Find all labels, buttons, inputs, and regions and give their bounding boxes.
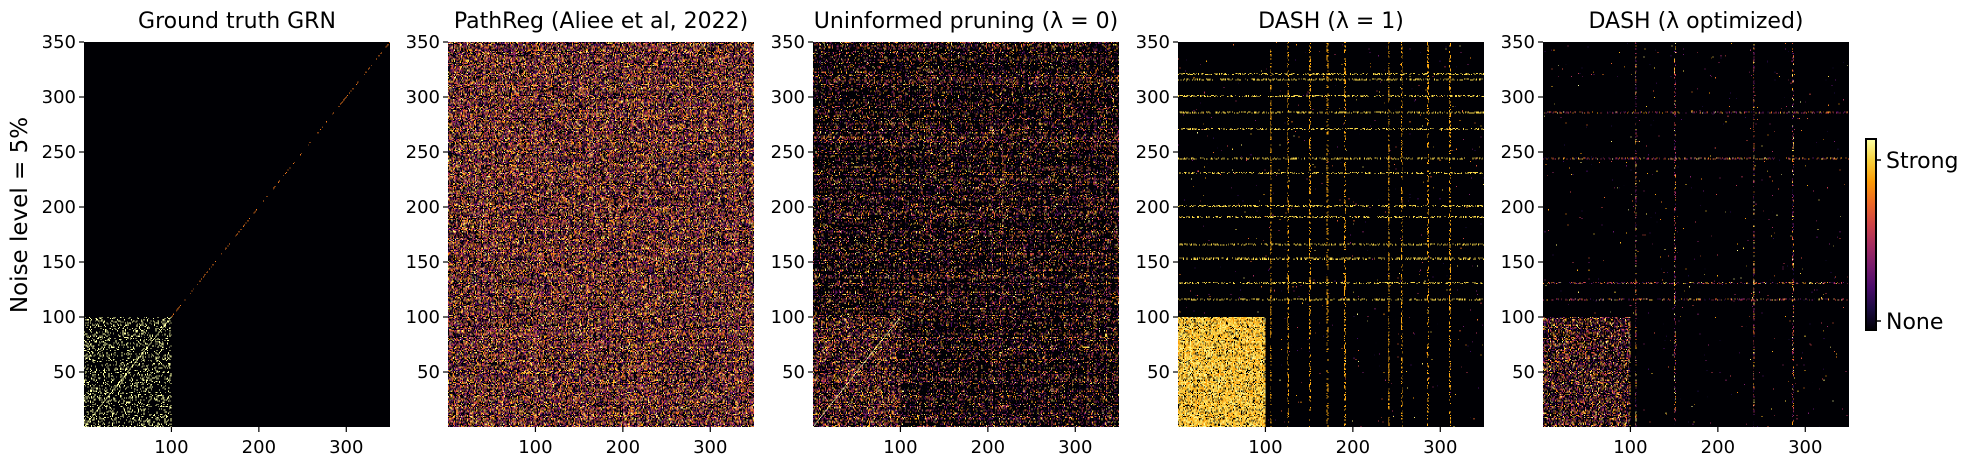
y-tick-label: 50 <box>1512 362 1535 383</box>
y-axis-label: Noise level = 5% <box>7 117 33 313</box>
x-tick-label: 200 <box>1701 437 1735 458</box>
y-tick-label: 250 <box>406 142 440 163</box>
y-tick-label: 300 <box>1501 87 1535 108</box>
heatmap-cells <box>1178 42 1484 427</box>
y-tick-label: 250 <box>771 142 805 163</box>
y-tick-label: 200 <box>771 197 805 218</box>
y-tick-label: 100 <box>1501 307 1535 328</box>
y-tick-label: 100 <box>1136 307 1170 328</box>
x-tick-label: 300 <box>693 437 727 458</box>
panel-title: DASH (λ optimized) <box>1588 9 1803 34</box>
y-tick-label: 50 <box>53 362 76 383</box>
y-tick-label: 200 <box>1136 197 1170 218</box>
heatmap-cells <box>84 42 390 427</box>
colorbar-label-strong: Strong <box>1886 149 1959 174</box>
y-tick-label: 300 <box>1136 87 1170 108</box>
x-tick-label: 200 <box>242 437 276 458</box>
x-tick-label: 300 <box>1788 437 1822 458</box>
panel-title: PathReg (Aliee et al, 2022) <box>454 9 748 34</box>
x-tick-label: 100 <box>1248 437 1282 458</box>
x-tick-label: 300 <box>1423 437 1457 458</box>
y-tick-label: 350 <box>1501 32 1535 53</box>
colorbar: Strong None <box>1865 138 1959 335</box>
y-tick-label: 300 <box>42 87 76 108</box>
y-tick-label: 250 <box>42 142 76 163</box>
x-tick-label: 200 <box>1336 437 1370 458</box>
y-tick-label: 350 <box>42 32 76 53</box>
colorbar-gradient <box>1865 138 1877 331</box>
x-tick-label: 300 <box>1058 437 1092 458</box>
y-tick-label: 150 <box>406 252 440 273</box>
y-tick-label: 100 <box>406 307 440 328</box>
heatmap-cells <box>1543 42 1849 427</box>
heatmap-panel-2: PathReg (Aliee et al, 2022) 100 200 300 50 10… <box>406 9 754 458</box>
x-tick-label: 100 <box>1613 437 1647 458</box>
panel-title: Ground truth GRN <box>138 9 336 34</box>
y-tick-label: 350 <box>1136 32 1170 53</box>
heatmap-cells <box>813 42 1119 427</box>
y-tick-label: 100 <box>771 307 805 328</box>
y-tick-label: 200 <box>42 197 76 218</box>
heatmap-cells <box>448 42 754 427</box>
panel-title: DASH (λ = 1) <box>1258 9 1404 34</box>
y-tick-label: 50 <box>417 362 440 383</box>
heatmap-panel-3: Uninformed pruning (λ = 0) 100 200 300 50 100… <box>771 9 1119 458</box>
heatmap-panel-1: Ground truth GRN 100 200 300 50 100 150 200 250 3… <box>42 9 390 458</box>
x-tick-label: 100 <box>518 437 552 458</box>
y-tick-label: 150 <box>1136 252 1170 273</box>
y-tick-label: 150 <box>1501 252 1535 273</box>
y-tick-label: 250 <box>1136 142 1170 163</box>
x-tick-label: 300 <box>329 437 363 458</box>
x-tick-label: 100 <box>883 437 917 458</box>
y-tick-label: 50 <box>1147 362 1170 383</box>
colorbar-label-none: None <box>1886 310 1943 335</box>
y-tick-label: 150 <box>42 252 76 273</box>
y-tick-label: 350 <box>406 32 440 53</box>
heatmap-panel-5: DASH (λ optimized) 100 200 300 50 100 150 200 25… <box>1501 9 1849 458</box>
y-tick-label: 200 <box>406 197 440 218</box>
x-tick-label: 200 <box>606 437 640 458</box>
heatmap-panel-4: DASH (λ = 1) 100 200 300 50 100 150 200 250 300 35… <box>1136 9 1484 458</box>
x-tick-label: 100 <box>154 437 188 458</box>
y-tick-label: 150 <box>771 252 805 273</box>
y-tick-label: 350 <box>771 32 805 53</box>
x-tick-label: 200 <box>971 437 1005 458</box>
y-tick-label: 300 <box>771 87 805 108</box>
y-tick-label: 50 <box>782 362 805 383</box>
heatmap-panels: Ground truth GRN 100 200 300 50 100 150 200 250 3… <box>42 9 1849 458</box>
y-tick-label: 250 <box>1501 142 1535 163</box>
y-tick-label: 300 <box>406 87 440 108</box>
y-tick-label: 100 <box>42 307 76 328</box>
panel-title: Uninformed pruning (λ = 0) <box>814 9 1118 34</box>
y-tick-label: 200 <box>1501 197 1535 218</box>
